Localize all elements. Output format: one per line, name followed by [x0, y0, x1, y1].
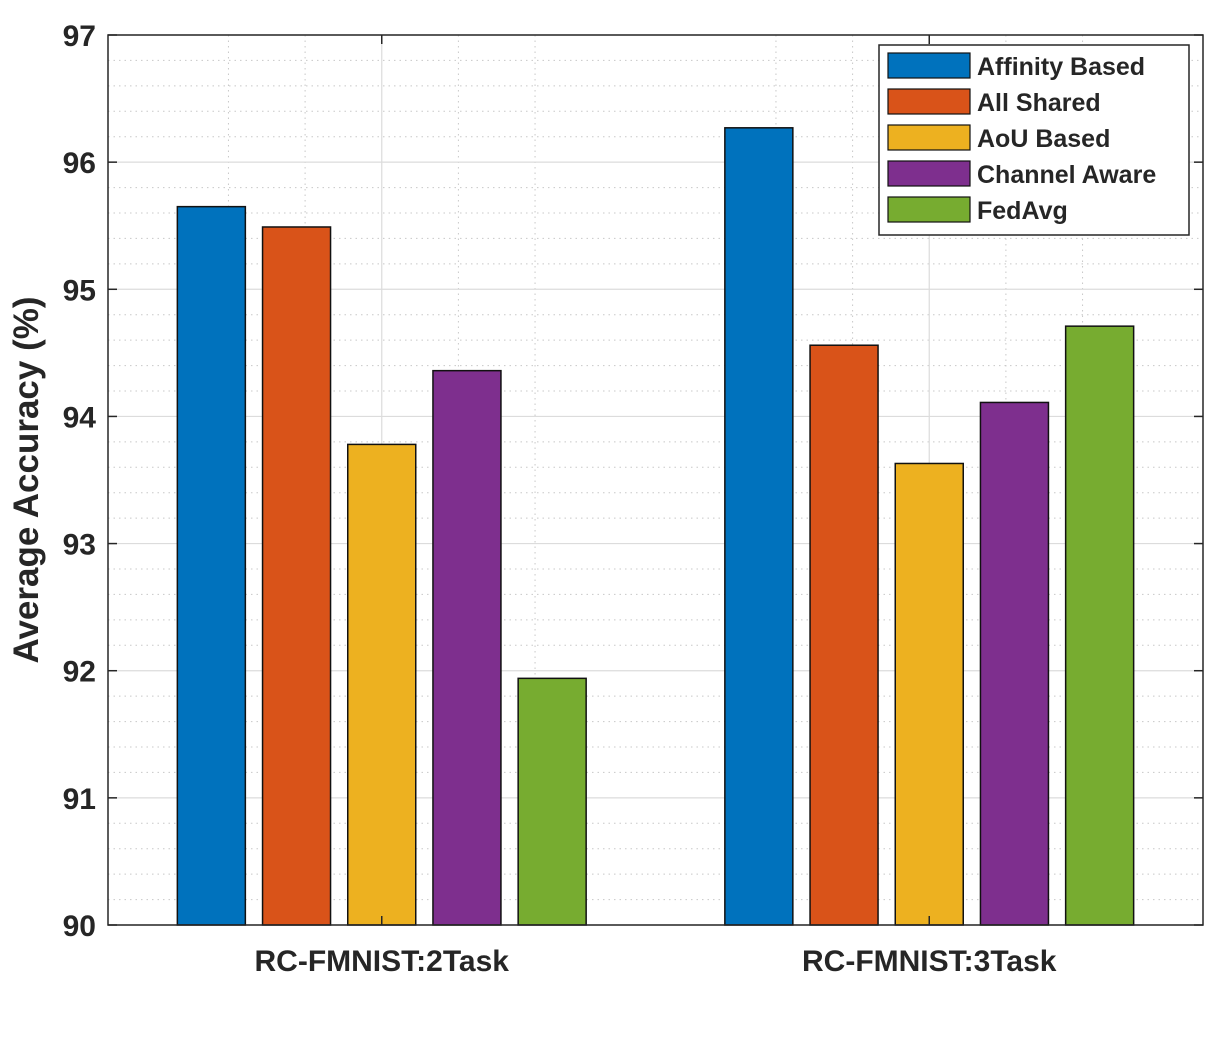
legend-label: Affinity Based — [977, 53, 1145, 81]
y-tick-label: 97 — [63, 20, 96, 53]
bar-affinity-based-1 — [176, 205, 247, 926]
bar-channel-aware-1 — [432, 369, 502, 926]
legend-swatch — [887, 196, 971, 223]
y-tick-label: 90 — [63, 910, 96, 943]
legend-swatch — [887, 124, 971, 151]
legend-label: FedAvg — [977, 197, 1068, 225]
legend-swatch — [887, 160, 971, 187]
legend-label: Channel Aware — [977, 161, 1156, 189]
axis-ticks: 90 91 92 93 94 95 96 97 RC-FMNIST:2Task RC-FMNIST… — [63, 20, 1203, 978]
bar-affinity-based-2 — [724, 127, 794, 926]
bars — [176, 127, 1135, 926]
x-tick-label: RC-FMNIST:2Task — [255, 945, 510, 978]
legend-label: All Shared — [977, 89, 1101, 117]
bar-all-shared-2 — [809, 344, 879, 926]
y-tick-label: 95 — [63, 274, 96, 307]
y-tick-label: 96 — [63, 147, 96, 180]
bar-all-shared-1 — [261, 226, 332, 926]
y-tick-label: 93 — [63, 529, 96, 562]
y-tick-label: 91 — [63, 783, 96, 816]
x-tick-label: RC-FMNIST:3Task — [802, 945, 1057, 978]
bar-fedavg-1 — [517, 677, 587, 926]
bar-fedavg-2 — [1064, 325, 1135, 926]
legend-label: AoU Based — [977, 125, 1110, 153]
plot-area-frame — [107, 34, 1204, 926]
bar-aou-based-1 — [347, 443, 417, 926]
legend: Affinity Based All Shared AoU Based Channel… — [878, 44, 1190, 236]
y-tick-label: 94 — [63, 401, 97, 434]
bar-channel-aware-2 — [979, 401, 1050, 926]
y-axis-label: Average Accuracy (%) — [7, 296, 46, 663]
legend-swatch — [887, 52, 971, 79]
legend-swatch — [887, 88, 971, 115]
y-tick-label: 92 — [63, 656, 96, 689]
bar-aou-based-2 — [894, 462, 964, 926]
